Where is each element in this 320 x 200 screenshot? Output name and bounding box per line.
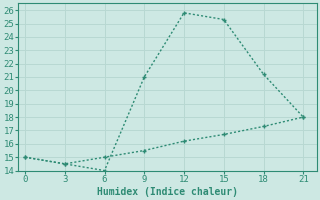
- X-axis label: Humidex (Indice chaleur): Humidex (Indice chaleur): [97, 186, 238, 197]
